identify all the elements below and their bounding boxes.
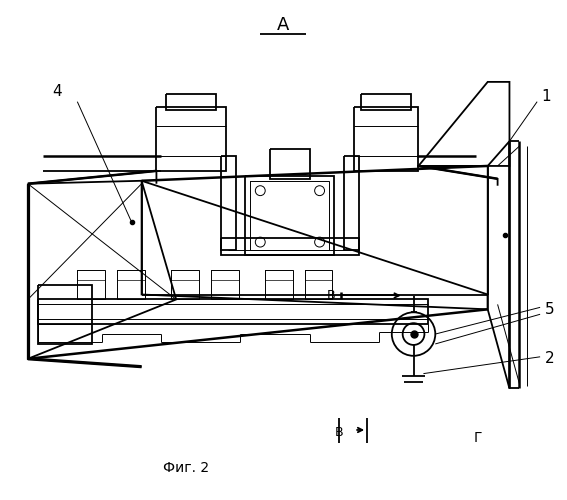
Text: Фиг. 2: Фиг. 2 [163,460,209,474]
Text: 1: 1 [541,89,551,104]
Text: 2: 2 [545,352,555,366]
Text: В: В [335,426,344,440]
Text: 5: 5 [545,302,555,317]
Text: А: А [277,16,289,34]
Text: 4: 4 [53,84,62,100]
Text: В: В [327,289,336,302]
Text: Г: Г [473,431,482,445]
